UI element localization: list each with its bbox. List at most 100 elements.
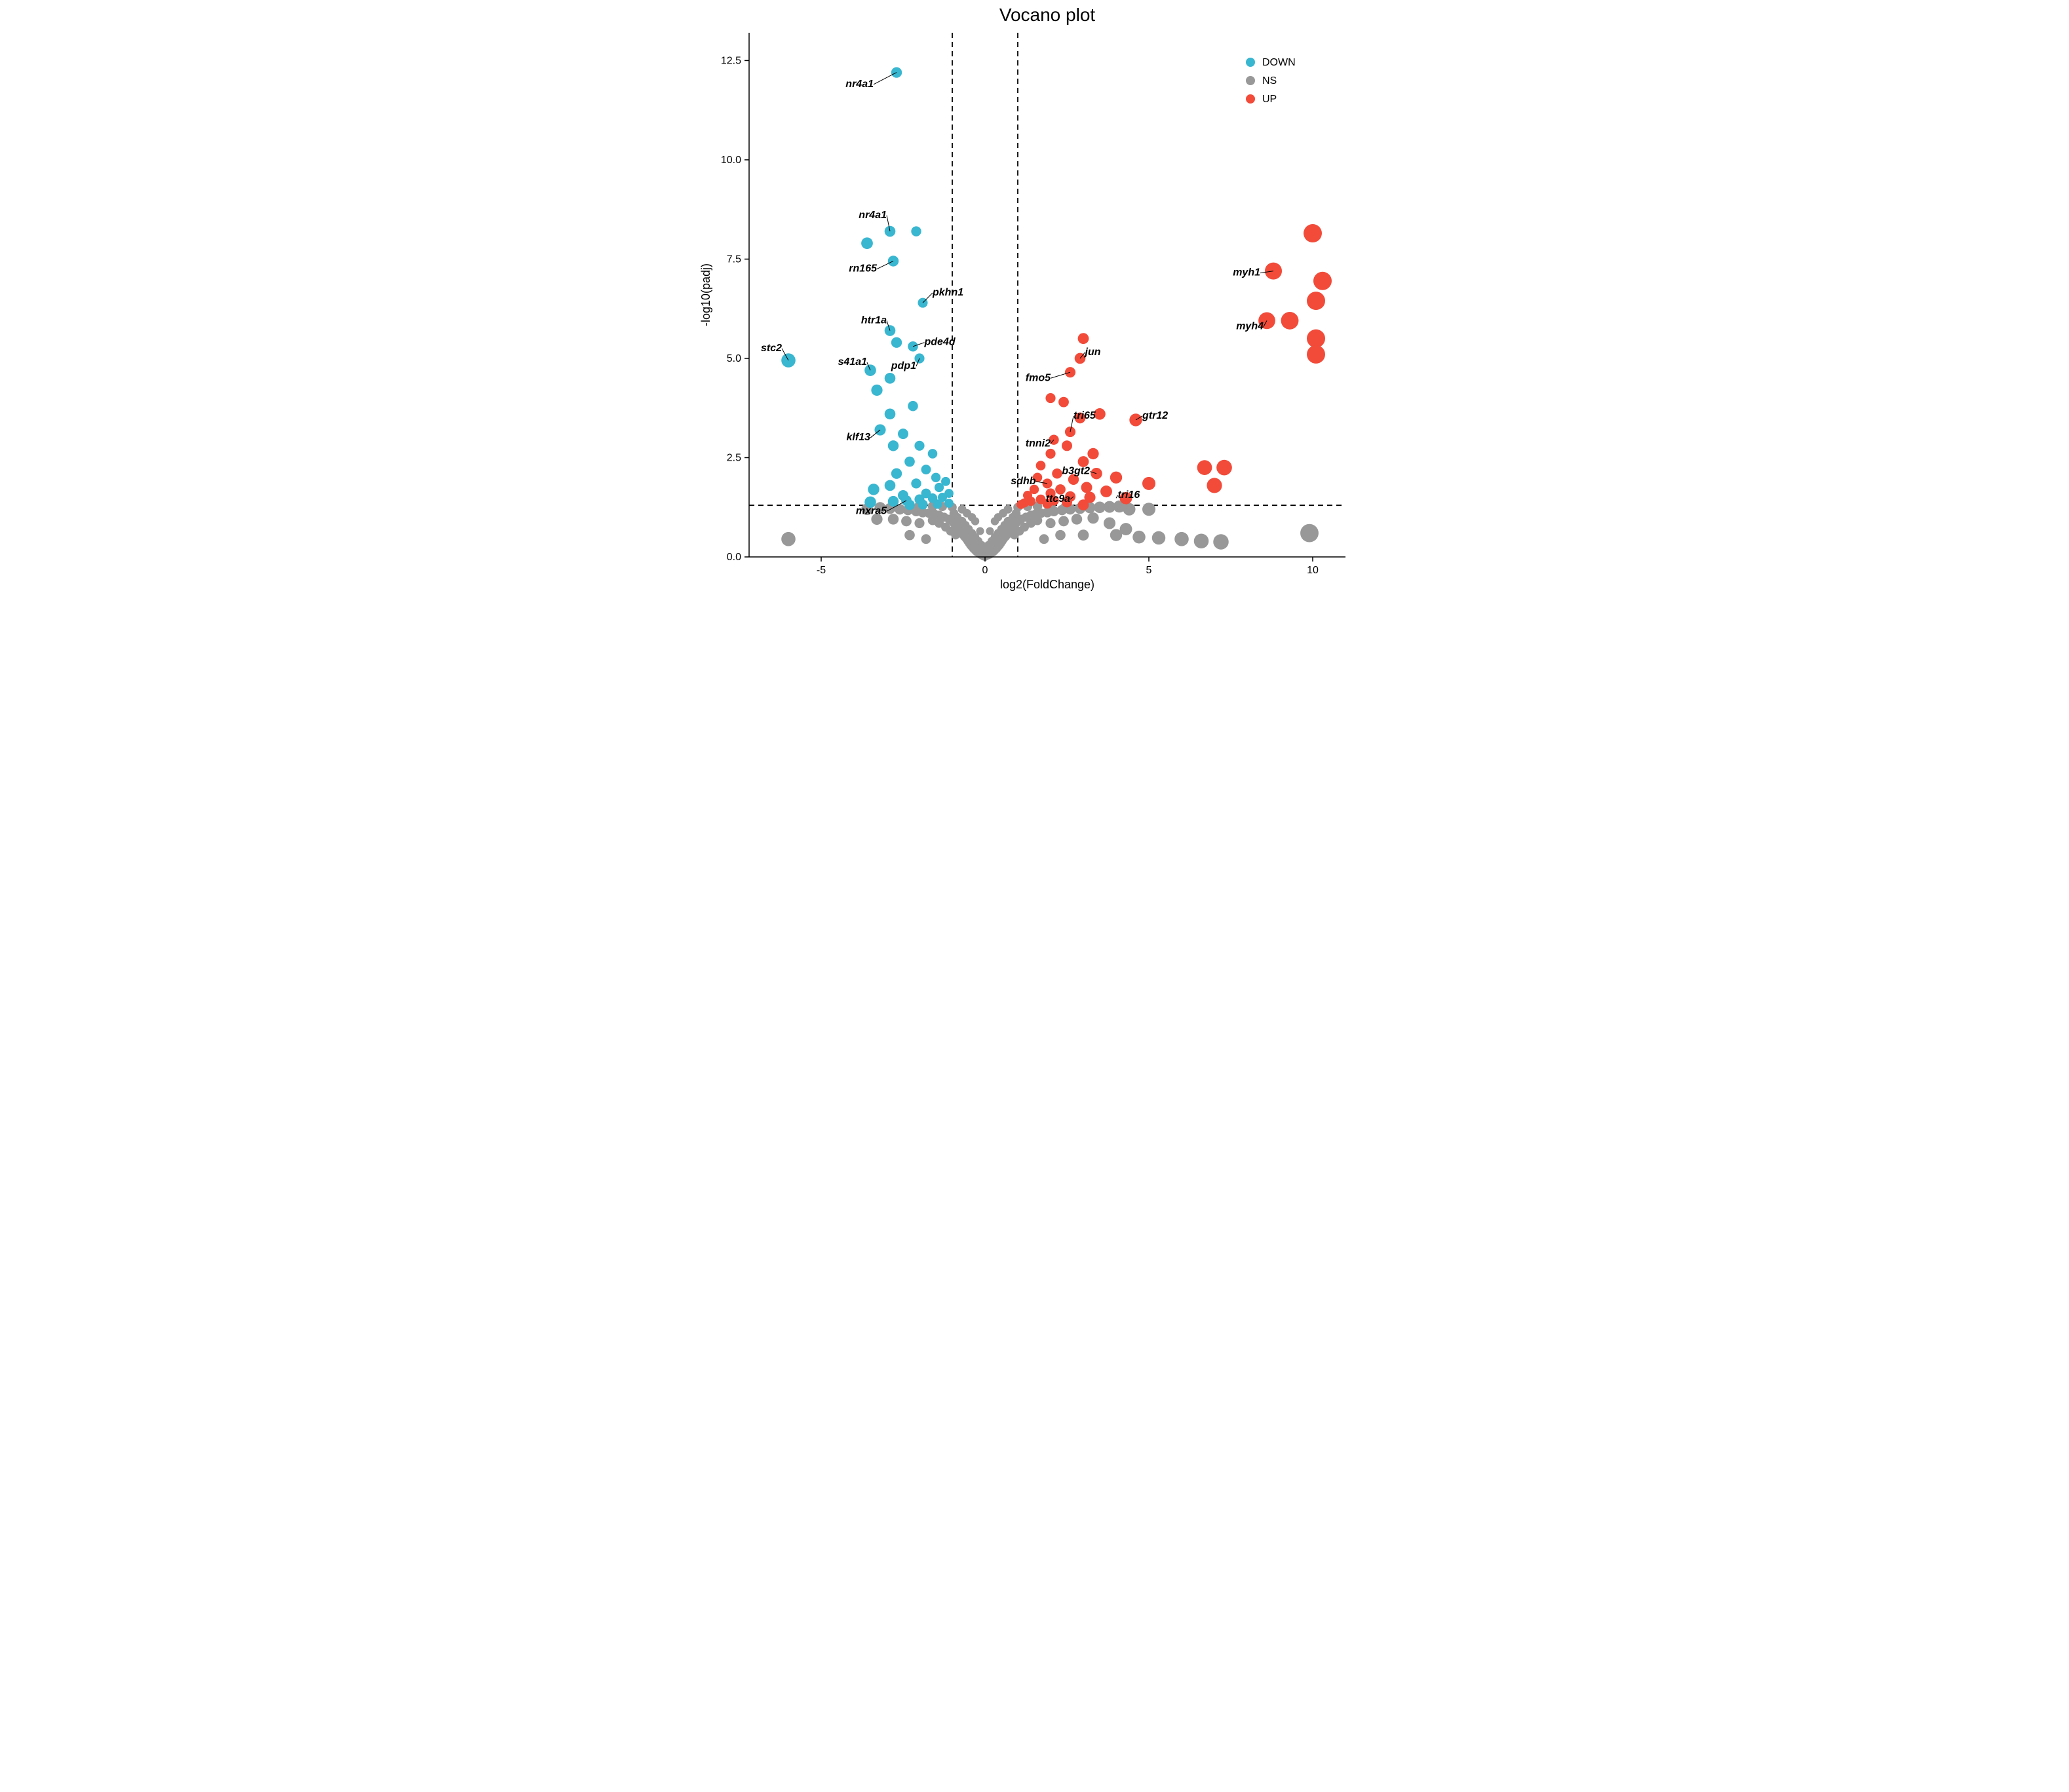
point-down: [871, 385, 882, 396]
gene-label: pdp1: [890, 360, 916, 372]
point-down: [918, 499, 927, 509]
gene-label: ttc9a: [1045, 493, 1070, 505]
point-up: [1313, 272, 1332, 290]
gene-label: tri65: [1073, 410, 1096, 421]
point-ns: [1045, 518, 1055, 528]
point-down: [861, 237, 873, 249]
point-ns: [1110, 529, 1121, 541]
point-ns: [976, 527, 984, 535]
point-up: [1216, 460, 1232, 476]
y-tick-label: 2.5: [726, 452, 741, 463]
point-down: [944, 499, 954, 508]
point-down: [927, 449, 937, 459]
point-up: [1197, 460, 1212, 475]
point-up: [1207, 478, 1222, 493]
point-up: [1045, 393, 1055, 403]
point-ns: [1032, 516, 1042, 525]
point-up: [1142, 477, 1155, 490]
point-ns: [927, 516, 937, 525]
point-ns: [1174, 532, 1189, 546]
label-connector: [923, 293, 933, 303]
point-up: [1052, 468, 1062, 479]
point-up: [1304, 224, 1322, 242]
point-ns: [1300, 524, 1319, 543]
point-up: [1110, 472, 1121, 484]
x-tick-label: 5: [1146, 565, 1151, 576]
point-up: [1077, 333, 1089, 344]
legend-label-ns: NS: [1262, 75, 1277, 86]
point-down: [884, 373, 895, 384]
legend-label-down: DOWN: [1262, 57, 1296, 68]
point-down: [891, 337, 901, 348]
point-ns: [904, 530, 915, 541]
point-down: [908, 401, 918, 411]
point-up: [1100, 486, 1112, 497]
point-up: [1307, 292, 1325, 310]
point-up: [1064, 367, 1075, 377]
point-ns: [990, 517, 998, 525]
x-axis-title: log2(FoldChange): [999, 578, 1094, 591]
point-ns: [1071, 514, 1081, 524]
point-down: [911, 226, 921, 236]
gene-label: fmo5: [1025, 372, 1051, 383]
point-up: [1045, 449, 1055, 459]
point-down: [868, 484, 879, 495]
point-ns: [887, 514, 898, 524]
point-down: [933, 499, 942, 508]
point-up: [1035, 461, 1045, 470]
point-up: [1094, 408, 1106, 420]
point-down: [934, 483, 943, 492]
point-ns: [1011, 511, 1020, 520]
y-tick-label: 5.0: [726, 353, 741, 364]
point-down: [904, 500, 915, 510]
point-down: [887, 440, 898, 451]
point-ns: [1087, 512, 1098, 524]
point-up: [1077, 499, 1089, 510]
point-ns: [1213, 534, 1229, 550]
y-axis-title: -log10(padj): [699, 263, 712, 326]
point-down: [898, 429, 908, 439]
gene-label: jun: [1083, 347, 1100, 358]
point-up: [1307, 345, 1325, 364]
point-ns: [1123, 503, 1135, 516]
point-ns: [901, 516, 912, 527]
gene-label: myh4: [1236, 320, 1264, 332]
point-up: [1307, 330, 1325, 348]
x-tick-label: -5: [816, 565, 825, 576]
gene-label: stc2: [760, 343, 781, 354]
point-up: [1062, 440, 1072, 451]
gene-label: mxra5: [855, 505, 887, 516]
point-ns: [1103, 517, 1115, 529]
point-down: [884, 408, 895, 419]
gene-label: myh1: [1233, 267, 1260, 278]
gene-label: pkhn1: [932, 287, 963, 298]
y-tick-label: 10.0: [720, 155, 741, 166]
point-ns: [1132, 531, 1146, 544]
gene-label: nr4a1: [859, 210, 887, 221]
gene-label: tri16: [1117, 489, 1140, 501]
volcano-plot-container: Vocano plot-505100.02.55.07.510.012.5log…: [690, 0, 1380, 598]
gene-label: nr4a1: [845, 79, 874, 90]
point-ns: [1058, 516, 1069, 527]
y-tick-label: 12.5: [720, 55, 741, 66]
gene-label: b3gt2: [1062, 466, 1090, 477]
y-tick-label: 7.5: [726, 254, 741, 265]
point-ns: [781, 532, 796, 546]
point-up: [1058, 397, 1069, 408]
point-up: [1081, 482, 1092, 493]
point-down: [931, 473, 940, 482]
legend-marker-down: [1246, 58, 1255, 67]
point-down: [884, 480, 895, 491]
gene-label: klf13: [846, 432, 870, 443]
series-down: [781, 67, 954, 510]
gene-label: sdhb: [1011, 476, 1035, 487]
point-down: [887, 496, 898, 506]
gene-label: htr1a: [860, 315, 886, 326]
point-ns: [950, 511, 959, 520]
gene-label: rn165: [849, 263, 878, 275]
gene-label: tnni2: [1025, 438, 1050, 449]
point-down: [891, 468, 901, 479]
point-ns: [986, 527, 994, 535]
legend-label-up: UP: [1262, 94, 1277, 105]
point-up: [1087, 448, 1098, 459]
